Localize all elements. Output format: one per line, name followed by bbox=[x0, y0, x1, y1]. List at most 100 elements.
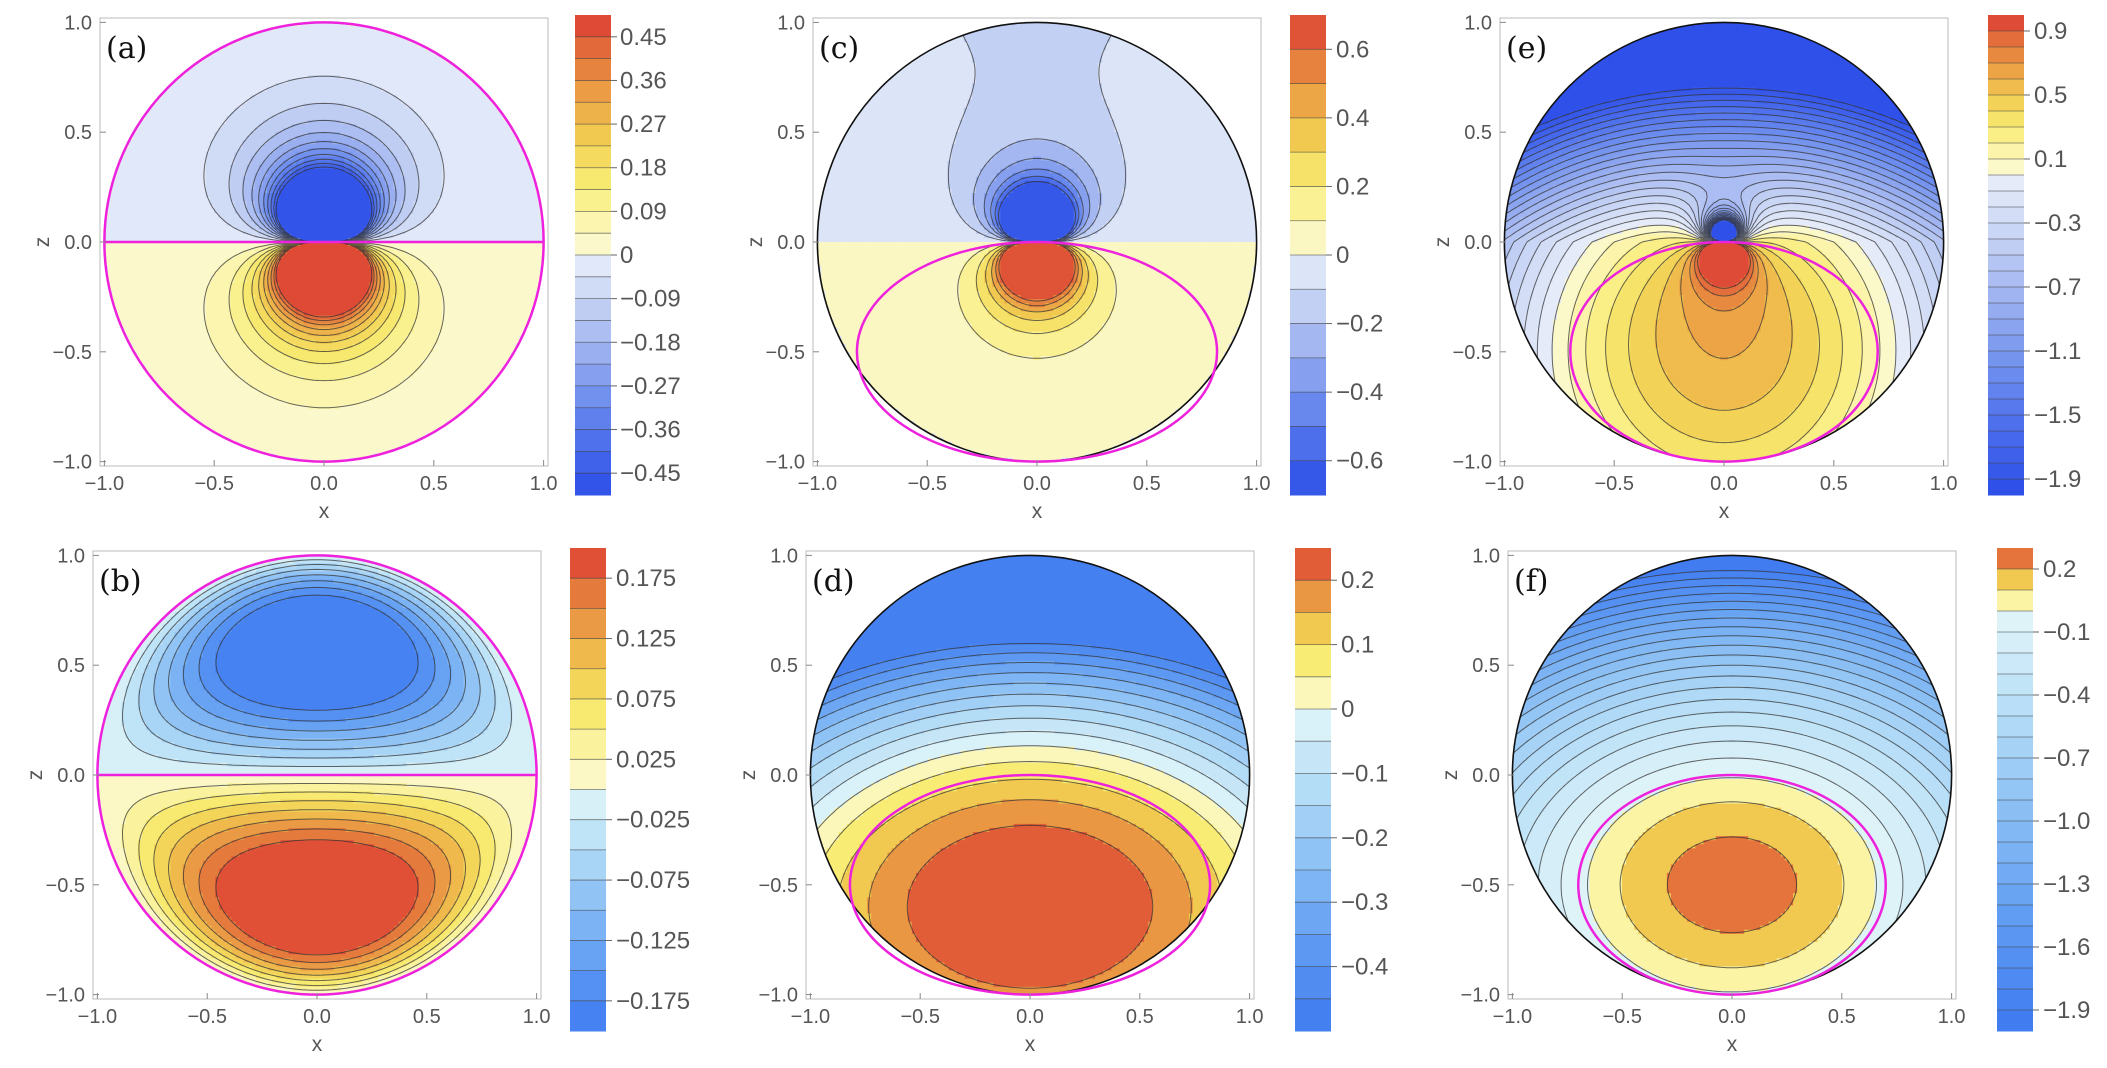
contour-cell bbox=[190, 340, 195, 345]
contour-cell bbox=[173, 120, 178, 125]
contour-cell bbox=[214, 356, 219, 361]
contour-cell bbox=[214, 181, 219, 186]
contour-cell bbox=[234, 144, 239, 149]
contour-cell bbox=[198, 128, 203, 133]
contour-cell bbox=[137, 136, 142, 141]
contour-cell bbox=[177, 262, 182, 267]
contour-cell bbox=[202, 205, 207, 210]
contour-cell bbox=[263, 38, 268, 43]
contour-cell bbox=[153, 323, 158, 328]
contour-cell bbox=[275, 442, 280, 447]
contour-cell bbox=[230, 405, 235, 410]
contour-cell bbox=[186, 128, 191, 133]
contour-cell bbox=[169, 165, 174, 170]
contour-cell bbox=[226, 120, 231, 125]
contour-cell bbox=[198, 152, 203, 157]
contour-cell bbox=[251, 437, 256, 442]
contour-cell bbox=[271, 34, 276, 39]
contour-cell bbox=[169, 112, 174, 117]
contour-cell bbox=[234, 201, 239, 206]
contour-cell bbox=[141, 315, 146, 320]
contour-cell bbox=[149, 258, 154, 263]
contour-cell bbox=[153, 205, 158, 210]
contour-cell bbox=[198, 385, 203, 390]
contour-cell bbox=[279, 425, 284, 430]
contour-cell bbox=[222, 340, 227, 345]
contour-cell bbox=[202, 389, 207, 394]
contour-cell bbox=[222, 409, 227, 414]
contour-cell bbox=[206, 409, 211, 414]
contour-cell bbox=[222, 421, 227, 426]
contour-cell bbox=[145, 262, 150, 267]
contour-cell bbox=[194, 348, 199, 353]
contour-cell bbox=[210, 67, 215, 72]
contour-cell bbox=[206, 275, 211, 280]
contour-cell bbox=[247, 303, 252, 308]
contour-cell bbox=[230, 376, 235, 381]
contour-cell bbox=[234, 234, 239, 239]
contour-cell bbox=[198, 319, 203, 324]
contour-cell bbox=[234, 161, 239, 166]
contour-cell bbox=[210, 266, 215, 271]
contour-cell bbox=[214, 295, 219, 300]
contour-cell bbox=[186, 360, 191, 365]
contour-cell bbox=[198, 323, 203, 328]
contour-cell bbox=[177, 336, 182, 341]
contour-cell bbox=[157, 104, 162, 109]
contour-cell bbox=[149, 152, 154, 157]
contour-cell bbox=[198, 344, 203, 349]
contour-cell bbox=[259, 340, 264, 345]
contour-cell bbox=[153, 116, 158, 121]
contour-cell bbox=[226, 152, 231, 157]
contour-cell bbox=[177, 144, 182, 149]
contour-cell bbox=[218, 222, 223, 227]
contour-cell bbox=[133, 262, 138, 267]
contour-cell bbox=[206, 340, 211, 345]
contour-cell bbox=[141, 254, 146, 259]
contour-cell bbox=[194, 279, 199, 284]
contour-cell bbox=[181, 152, 186, 157]
contour-cell bbox=[214, 258, 219, 263]
contour-cell bbox=[161, 156, 166, 161]
contour-cell bbox=[279, 429, 284, 434]
contour-cell bbox=[137, 283, 142, 288]
contour-cell bbox=[190, 71, 195, 76]
contour-cell bbox=[198, 185, 203, 190]
contour-cell bbox=[173, 364, 178, 369]
contour-cell bbox=[181, 218, 186, 223]
contour-cell bbox=[181, 323, 186, 328]
contour-cell bbox=[149, 193, 154, 198]
contour-cell bbox=[263, 47, 268, 52]
contour-cell bbox=[194, 319, 199, 324]
contour-cell bbox=[251, 283, 256, 288]
contour-cell bbox=[173, 213, 178, 218]
contour-cell bbox=[157, 108, 162, 113]
contour-cell bbox=[218, 385, 223, 390]
contour-cell bbox=[247, 442, 252, 447]
contour-cell bbox=[190, 344, 195, 349]
contour-cell bbox=[222, 67, 227, 72]
contour-cell bbox=[124, 262, 129, 267]
contour-cell bbox=[198, 226, 203, 231]
contour-cell bbox=[198, 136, 203, 141]
contour-cell bbox=[177, 218, 182, 223]
contour-cell bbox=[222, 95, 227, 100]
contour-cell bbox=[218, 104, 223, 109]
contour-cell bbox=[141, 332, 146, 337]
contour-cell bbox=[145, 332, 150, 337]
contour-cell bbox=[243, 319, 248, 324]
contour-cell bbox=[238, 348, 243, 353]
contour-cell bbox=[247, 372, 252, 377]
contour-cell bbox=[169, 99, 174, 104]
contour-cell bbox=[218, 63, 223, 68]
contour-cell bbox=[259, 193, 264, 198]
contour-cell bbox=[222, 83, 227, 88]
contour-cell bbox=[120, 213, 125, 218]
contour-cell bbox=[194, 336, 199, 341]
contour-cell bbox=[243, 104, 248, 109]
contour-cell bbox=[226, 201, 231, 206]
contour-cell bbox=[222, 291, 227, 296]
contour-cell bbox=[133, 328, 138, 333]
contour-cell bbox=[255, 368, 260, 373]
contour-cell bbox=[259, 34, 264, 39]
